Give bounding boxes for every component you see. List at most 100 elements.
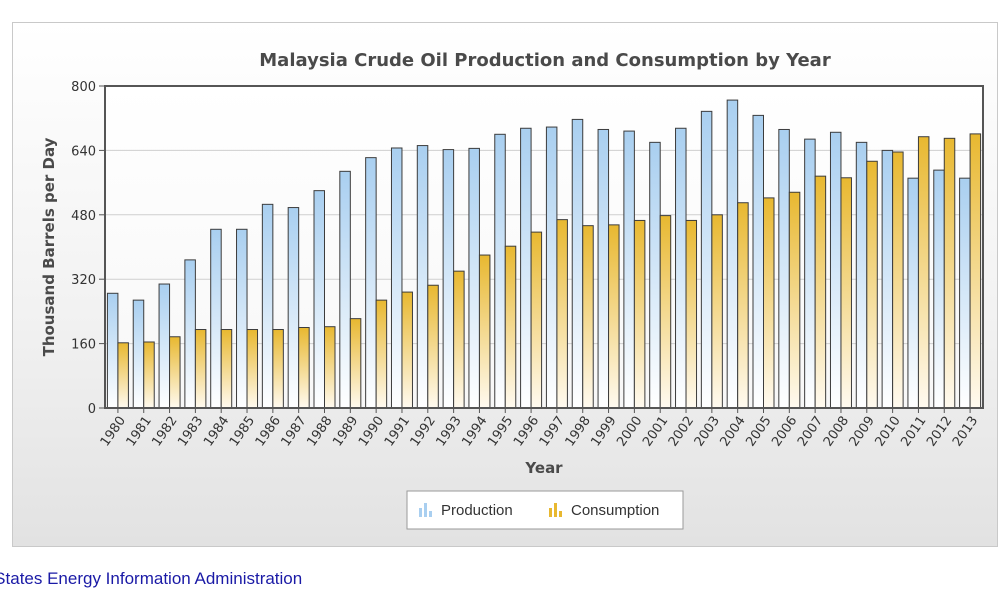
bar-consumption-2011[interactable] — [917, 136, 930, 409]
bar-production-2011[interactable] — [907, 177, 919, 409]
x-tick-label: 2004 — [718, 414, 749, 450]
x-tick-label: 1987 — [279, 414, 310, 450]
bar-consumption-2013[interactable] — [969, 133, 982, 409]
bar-production-1983[interactable] — [184, 259, 196, 409]
bar-production-1998[interactable] — [571, 118, 584, 409]
bar-production-2007[interactable] — [804, 138, 816, 409]
bar-consumption-2012[interactable] — [943, 137, 956, 409]
bar-consumption-1980[interactable] — [117, 342, 129, 409]
bar-production-1995[interactable] — [494, 133, 506, 409]
x-tick-label: 2010 — [872, 414, 903, 450]
bar-consumption-1983[interactable] — [194, 329, 207, 409]
bar-consumption-1989[interactable] — [349, 318, 362, 409]
bar-production-2013[interactable] — [959, 177, 971, 409]
bar-consumption-2010[interactable] — [892, 151, 904, 409]
bar-production-1985[interactable] — [236, 228, 248, 409]
bar-consumption-1992[interactable] — [427, 284, 439, 409]
bar-production-1991[interactable] — [390, 147, 403, 409]
x-tick-label: 2000 — [614, 414, 645, 450]
bar-production-1989[interactable] — [339, 170, 351, 409]
bar-production-2002[interactable] — [675, 127, 687, 409]
bar-production-2006[interactable] — [778, 128, 790, 409]
bar-production-1993[interactable] — [442, 149, 455, 409]
bar-production-2004[interactable] — [726, 99, 739, 409]
plot-frame — [104, 85, 984, 409]
bar-production-1986[interactable] — [261, 203, 274, 409]
bar-production-1980[interactable] — [106, 292, 119, 409]
source-link-text[interactable]: d States Energy Information Administrati… — [0, 569, 303, 588]
bar-consumption-2006[interactable] — [788, 191, 801, 409]
y-tick-label: 800 — [71, 80, 96, 95]
x-tick-label: 1981 — [124, 414, 155, 450]
x-tick-label: 1986 — [253, 414, 284, 450]
bar-production-1999[interactable] — [597, 128, 610, 409]
bar-consumption-1985[interactable] — [246, 329, 259, 409]
bar-consumption-2003[interactable] — [711, 214, 723, 409]
chart-panel: Malaysia Crude Oil Production and Consum… — [12, 22, 998, 547]
x-tick-label: 1998 — [563, 414, 594, 450]
x-tick-label: 2006 — [769, 414, 800, 450]
x-tick-label: 2001 — [640, 414, 671, 450]
x-tick-label: 1993 — [433, 414, 464, 450]
bar-consumption-1997[interactable] — [556, 219, 568, 409]
legend-production-label[interactable]: Production — [441, 502, 513, 519]
bar-production-1981[interactable] — [132, 299, 145, 409]
bar-consumption-2008[interactable] — [840, 177, 852, 409]
bar-consumption-1999[interactable] — [608, 224, 620, 409]
bar-production-1992[interactable] — [416, 145, 429, 409]
x-tick-label: 1983 — [175, 414, 206, 450]
bar-production-1990[interactable] — [365, 157, 377, 409]
x-tick-label: 2007 — [795, 414, 826, 450]
legend: Production Consumption — [406, 490, 684, 530]
bar-production-1982[interactable] — [158, 283, 171, 409]
bar-production-2000[interactable] — [623, 130, 635, 409]
bar-consumption-1996[interactable] — [530, 231, 543, 409]
x-tick-label: 1991 — [382, 414, 413, 450]
bar-consumption-1988[interactable] — [324, 326, 336, 409]
x-tick-label: 2003 — [692, 414, 723, 450]
bar-production-2012[interactable] — [933, 169, 945, 409]
bar-production-1984[interactable] — [210, 228, 222, 409]
bar-consumption-1982[interactable] — [169, 336, 181, 409]
bar-consumption-1987[interactable] — [298, 327, 310, 409]
source-link[interactable]: d States Energy Information Administrati… — [0, 569, 302, 589]
bar-production-1994[interactable] — [468, 147, 480, 409]
bar-consumption-1998[interactable] — [582, 225, 594, 409]
legend-production-icon[interactable] — [419, 503, 432, 517]
x-tick-label: 1982 — [149, 414, 180, 450]
legend-consumption-icon[interactable] — [549, 503, 562, 517]
bar-consumption-1993[interactable] — [453, 270, 465, 409]
bar-consumption-2000[interactable] — [633, 219, 646, 409]
bar-consumption-1984[interactable] — [220, 329, 233, 409]
x-tick-label: 2013 — [950, 414, 981, 450]
bar-production-2010[interactable] — [881, 149, 894, 409]
bar-production-2009[interactable] — [855, 141, 868, 409]
bar-consumption-2001[interactable] — [659, 215, 672, 409]
bar-production-1996[interactable] — [520, 127, 532, 409]
legend-consumption-label[interactable]: Consumption — [571, 502, 659, 519]
bar-production-2001[interactable] — [649, 141, 661, 409]
bar-production-2003[interactable] — [700, 110, 713, 409]
y-tick-label: 160 — [71, 338, 96, 353]
y-tick-label: 320 — [71, 273, 96, 288]
bar-production-2008[interactable] — [829, 131, 842, 409]
x-tick-label: 1997 — [537, 414, 568, 450]
bar-production-1997[interactable] — [545, 126, 558, 409]
bar-consumption-1995[interactable] — [504, 245, 517, 409]
bar-consumption-1981[interactable] — [143, 341, 155, 409]
bar-consumption-2007[interactable] — [814, 175, 827, 409]
bar-consumption-2009[interactable] — [866, 160, 878, 409]
x-tick-label: 2002 — [666, 414, 697, 450]
bar-production-2005[interactable] — [752, 114, 764, 409]
bar-consumption-2002[interactable] — [685, 219, 698, 409]
bar-consumption-1991[interactable] — [401, 291, 413, 409]
bar-consumption-1986[interactable] — [272, 329, 284, 409]
bar-consumption-1994[interactable] — [478, 254, 491, 409]
bar-consumption-2004[interactable] — [737, 202, 749, 409]
bar-consumption-2005[interactable] — [763, 197, 775, 409]
y-axis-title: Thousand Barrels per Day — [40, 137, 58, 356]
bar-consumption-1990[interactable] — [375, 299, 388, 409]
bar-production-1988[interactable] — [313, 190, 325, 409]
bar-production-1987[interactable] — [287, 207, 300, 409]
x-tick-label: 1980 — [98, 414, 129, 450]
